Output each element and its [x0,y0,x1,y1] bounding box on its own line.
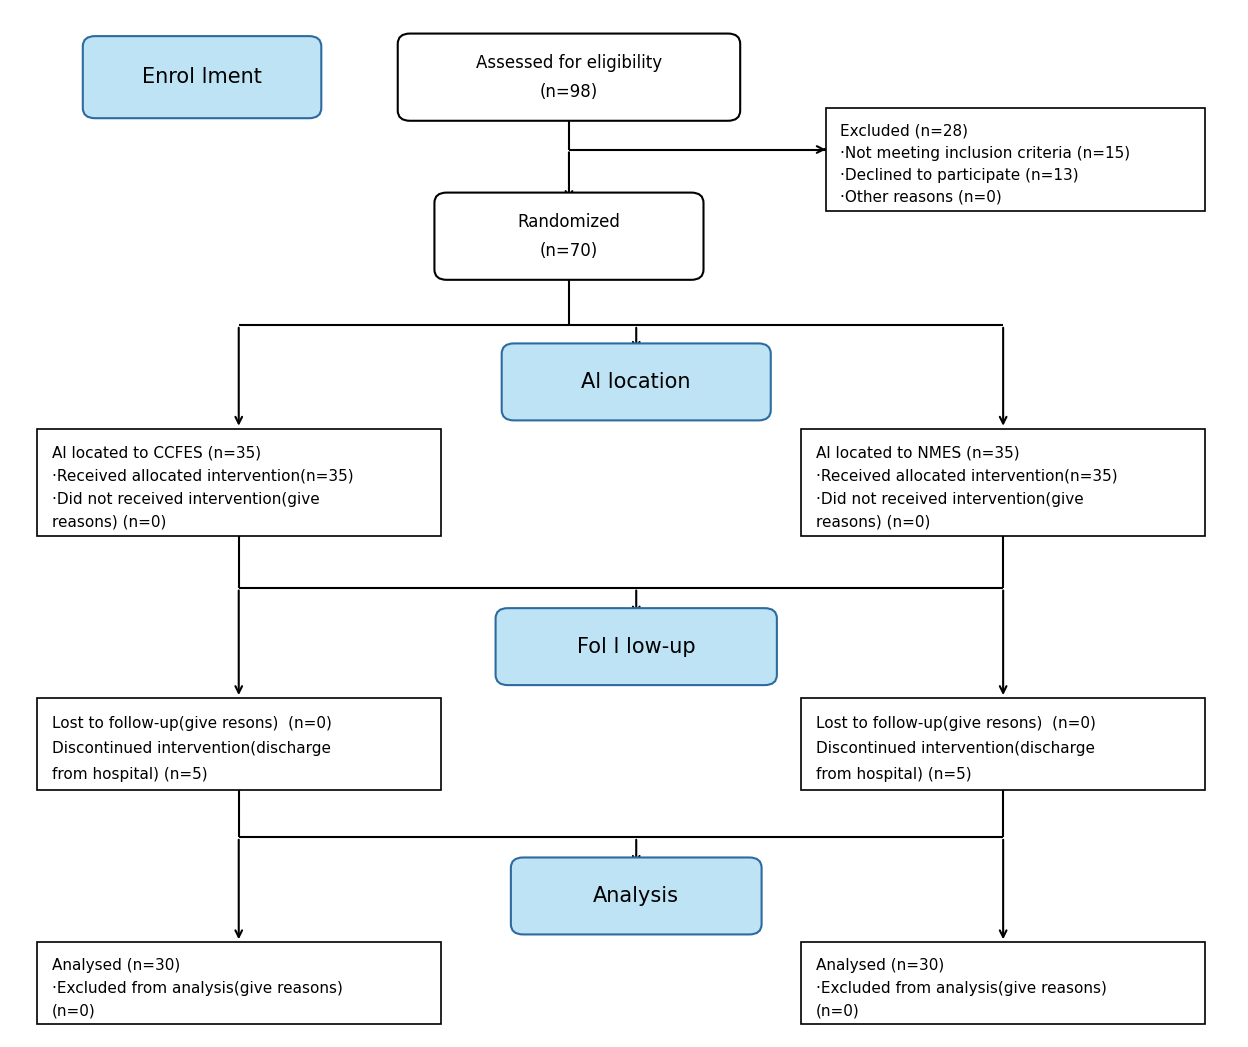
Text: ·Excluded from analysis(give reasons): ·Excluded from analysis(give reasons) [816,981,1107,996]
FancyBboxPatch shape [826,108,1204,210]
FancyBboxPatch shape [37,428,441,536]
Text: ·Not meeting inclusion criteria (n=15): ·Not meeting inclusion criteria (n=15) [840,146,1131,161]
FancyBboxPatch shape [502,343,771,421]
Text: Assessed for eligibility: Assessed for eligibility [475,53,661,71]
Text: Analysed (n=30): Analysed (n=30) [816,958,945,974]
Text: (n=70): (n=70) [540,242,598,260]
Text: Analysed (n=30): Analysed (n=30) [51,958,180,974]
Text: Fol l low-up: Fol l low-up [577,637,695,656]
FancyBboxPatch shape [37,942,441,1024]
Text: ·Did not received intervention(give: ·Did not received intervention(give [51,492,319,507]
FancyBboxPatch shape [801,698,1206,790]
FancyBboxPatch shape [398,34,740,120]
Text: (n=98): (n=98) [540,83,598,101]
Text: reasons) (n=0): reasons) (n=0) [816,515,931,530]
FancyBboxPatch shape [495,608,776,685]
Text: Al location: Al location [582,372,691,392]
Text: Al located to NMES (n=35): Al located to NMES (n=35) [816,445,1020,460]
Text: Enrol lment: Enrol lment [142,67,262,87]
Text: (n=0): (n=0) [51,1003,95,1019]
Text: from hospital) (n=5): from hospital) (n=5) [51,767,207,782]
Text: ·Declined to participate (n=13): ·Declined to participate (n=13) [840,168,1080,183]
Text: Lost to follow-up(give resons)  (n=0): Lost to follow-up(give resons) (n=0) [51,716,332,731]
Text: ·Excluded from analysis(give reasons): ·Excluded from analysis(give reasons) [51,981,342,996]
Text: Excluded (n=28): Excluded (n=28) [840,124,968,139]
FancyBboxPatch shape [37,698,441,790]
FancyBboxPatch shape [801,428,1206,536]
Text: Lost to follow-up(give resons)  (n=0): Lost to follow-up(give resons) (n=0) [816,716,1096,731]
Text: reasons) (n=0): reasons) (n=0) [51,515,166,530]
Text: ·Received allocated intervention(n=35): ·Received allocated intervention(n=35) [51,468,353,484]
FancyBboxPatch shape [801,942,1206,1024]
Text: Randomized: Randomized [518,213,620,230]
Text: Discontinued intervention(discharge: Discontinued intervention(discharge [816,741,1094,757]
Text: ·Did not received intervention(give: ·Did not received intervention(give [816,492,1083,507]
Text: from hospital) (n=5): from hospital) (n=5) [816,767,972,782]
Text: ·Other reasons (n=0): ·Other reasons (n=0) [840,190,1002,205]
FancyBboxPatch shape [434,193,704,280]
FancyBboxPatch shape [510,857,761,934]
Text: Analysis: Analysis [593,886,679,906]
Text: ·Received allocated intervention(n=35): ·Received allocated intervention(n=35) [816,468,1118,484]
FancyBboxPatch shape [82,37,321,118]
Text: Al located to CCFES (n=35): Al located to CCFES (n=35) [51,445,261,460]
Text: Discontinued intervention(discharge: Discontinued intervention(discharge [51,741,331,757]
Text: (n=0): (n=0) [816,1003,860,1019]
